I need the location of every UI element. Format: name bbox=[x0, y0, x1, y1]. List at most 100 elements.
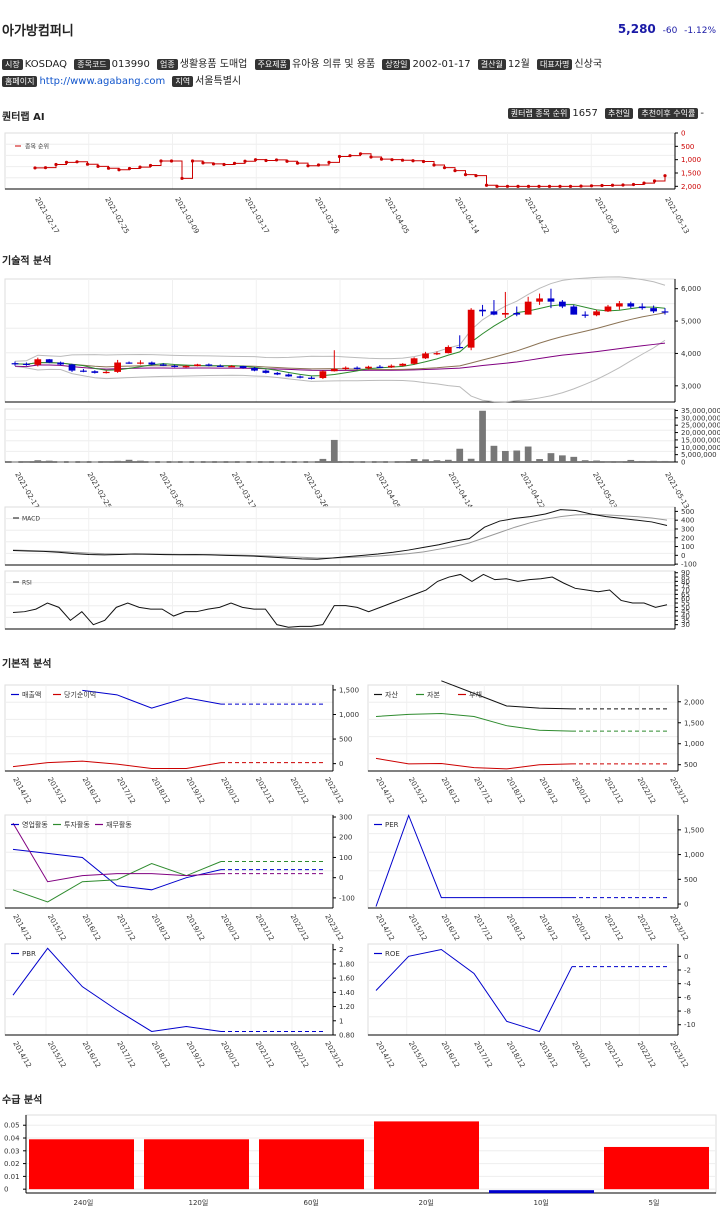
volume-ytick-label: 5,000,000 bbox=[681, 451, 717, 459]
macd-ytick-label: 400 bbox=[681, 517, 694, 525]
rank-point bbox=[306, 164, 310, 168]
rank-point bbox=[442, 166, 447, 170]
price-candle-body bbox=[205, 364, 213, 366]
rank-legend-label: 종목 순위 bbox=[25, 143, 49, 151]
rank-point bbox=[327, 160, 331, 164]
rank-xtick-label: 2021-04-22 bbox=[523, 196, 550, 235]
supply-title: 수급 분석 bbox=[2, 1095, 43, 1106]
rank-ytick-label: 0 bbox=[681, 130, 685, 138]
volume-bar bbox=[194, 461, 201, 463]
price-candle-body bbox=[661, 311, 669, 313]
pbr-xtick-label: 2023/12 bbox=[323, 1040, 344, 1069]
rank-point bbox=[631, 182, 636, 187]
info-row-2: 홈페이지 http://www.agabang.com 지역 서울특별시 bbox=[2, 72, 245, 87]
rank-point bbox=[85, 162, 90, 166]
supply-xtick-label: 20일 bbox=[419, 1198, 434, 1207]
volume-bar bbox=[456, 448, 464, 462]
revenue-xtick-label: 2017/12 bbox=[115, 776, 136, 805]
rank-point bbox=[159, 159, 163, 163]
roe-series-line bbox=[375, 948, 573, 1033]
per-legend-label: PER bbox=[385, 821, 399, 829]
supply-ytick-label: 0.03 bbox=[4, 1147, 20, 1155]
macd-ytick-label: 500 bbox=[681, 508, 694, 516]
volume-bar bbox=[513, 450, 521, 462]
fundamental-title: 기본적 분석 bbox=[2, 659, 52, 670]
rank-point bbox=[169, 159, 174, 163]
rsi-ytick-label: 65 bbox=[681, 591, 690, 599]
roe-xtick-label: 2020/12 bbox=[570, 1040, 591, 1069]
rank-point bbox=[505, 184, 510, 188]
per-xtick-label: 2014/12 bbox=[374, 913, 395, 942]
price-candle-body bbox=[536, 298, 543, 302]
volume-bar bbox=[410, 459, 418, 462]
rank-point bbox=[484, 183, 489, 187]
price-candle-body bbox=[319, 371, 327, 379]
price-ytick-label: 3,000 bbox=[681, 382, 701, 390]
assets-ytick-label: 2,000 bbox=[684, 698, 704, 706]
volume-bar bbox=[68, 461, 76, 463]
volume-ytick-label: 35,000,000 bbox=[681, 407, 720, 415]
pbr-xtick-label: 2018/12 bbox=[150, 1040, 171, 1069]
rsi-ytick-label: 75 bbox=[681, 582, 690, 590]
volume-bar bbox=[80, 461, 87, 463]
assets-xtick-label: 2017/12 bbox=[472, 776, 493, 805]
ceo-value: 신상국 bbox=[574, 59, 603, 70]
assets-series-line bbox=[375, 713, 573, 732]
homepage-link[interactable]: http://www.agabang.com bbox=[39, 76, 166, 87]
code-value: 013990 bbox=[111, 59, 150, 70]
revenue-ytick-label: 1,500 bbox=[339, 686, 359, 694]
volume-xtick-label: 2021-04-22 bbox=[519, 471, 546, 510]
revenue-xtick-label: 2023/12 bbox=[323, 776, 344, 805]
assets-ytick-label: 1,500 bbox=[684, 719, 704, 727]
rank-point bbox=[558, 184, 562, 188]
rank-point bbox=[411, 159, 415, 163]
rank-point bbox=[348, 154, 352, 158]
volume-bar bbox=[559, 455, 566, 462]
rsi-legend-label: RSI bbox=[22, 580, 32, 587]
price-candle-body bbox=[34, 359, 42, 365]
assets-xtick-label: 2023/12 bbox=[668, 776, 689, 805]
per-xtick-label: 2023/12 bbox=[668, 913, 689, 942]
supply-ytick-label: 0.05 bbox=[4, 1122, 20, 1130]
cashflow-xtick-label: 2023/12 bbox=[323, 913, 344, 942]
roe-ytick-label: 0 bbox=[684, 953, 688, 961]
quantum-title: 퀀터랩 AI bbox=[2, 112, 45, 123]
assets-xtick-label: 2018/12 bbox=[505, 776, 526, 805]
revenue-ytick-label: 0 bbox=[339, 760, 343, 768]
volume-bar bbox=[34, 460, 42, 462]
price-candle-body bbox=[650, 308, 657, 312]
volume-bar bbox=[353, 461, 361, 463]
rank-point bbox=[243, 159, 247, 163]
volume-bar bbox=[342, 461, 350, 463]
price-candle-body bbox=[342, 367, 350, 369]
per-ytick-label: 1,500 bbox=[684, 826, 704, 834]
pbr-xtick-label: 2017/12 bbox=[115, 1040, 136, 1069]
supply-ytick-label: 0.01 bbox=[4, 1173, 20, 1181]
rsi-ytick-label: 55 bbox=[681, 600, 690, 608]
cashflow-ytick-label: 0 bbox=[339, 874, 343, 882]
rank-point bbox=[285, 159, 289, 163]
pbr-frame bbox=[4, 943, 334, 1036]
since-return-tag: 추천이후 수익률 bbox=[638, 108, 699, 119]
listed-value: 2002-01-17 bbox=[412, 59, 471, 70]
price-candle-body bbox=[262, 370, 270, 373]
pbr-ytick-label: 1.60 bbox=[339, 975, 355, 983]
per-xtick-label: 2015/12 bbox=[407, 913, 428, 942]
per-ytick-label: 1,000 bbox=[684, 851, 704, 859]
price-candle-body bbox=[125, 362, 133, 364]
volume-ytick-label: 30,000,000 bbox=[681, 414, 720, 422]
rank-point bbox=[568, 184, 573, 188]
price-candle-body bbox=[616, 303, 623, 307]
price-candle-body bbox=[570, 306, 578, 315]
volume-ytick-label: 10,000,000 bbox=[681, 444, 720, 452]
volume-xtick-label: 2021-05-03 bbox=[591, 471, 618, 510]
macd-ytick-label: 300 bbox=[681, 525, 694, 533]
revenue-frame bbox=[4, 684, 334, 772]
price-candle-body bbox=[114, 362, 121, 372]
revenue-legend-label: 당기순이익 bbox=[64, 690, 96, 699]
rank-point bbox=[180, 176, 184, 180]
supply-xtick-label: 60일 bbox=[304, 1198, 319, 1207]
rank-point bbox=[379, 157, 384, 161]
price-candle-body bbox=[490, 311, 498, 315]
